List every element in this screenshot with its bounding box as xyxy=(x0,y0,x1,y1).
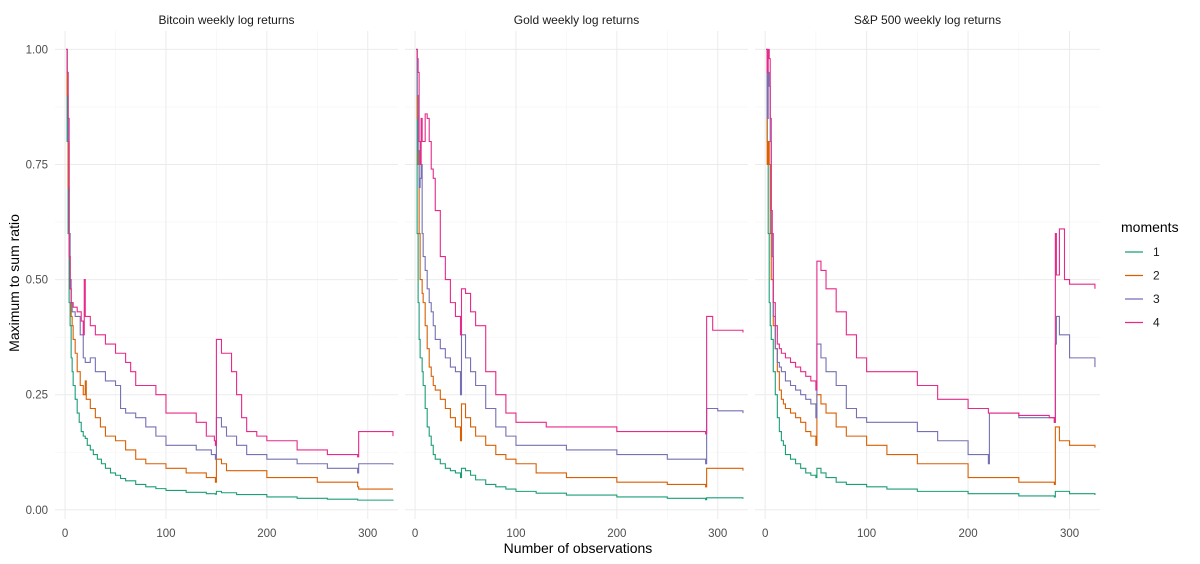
series-line-moment-4 xyxy=(766,48,1096,423)
x-tick-label: 200 xyxy=(257,528,276,540)
series-line-moment-3 xyxy=(766,48,1096,465)
series-line-moment-1 xyxy=(416,48,744,501)
panel-3: S&P 500 weekly log returns 0 100 200 300 xyxy=(755,13,1100,540)
x-tick-label: 300 xyxy=(708,528,727,540)
legend: moments 1 2 3 4 xyxy=(1121,219,1179,330)
x-tick-label: 300 xyxy=(1060,528,1079,540)
x-axis-title: Number of observations xyxy=(504,540,653,556)
series-line-moment-3 xyxy=(416,48,744,465)
x-tick-label: 0 xyxy=(62,528,68,540)
legend-label: 2 xyxy=(1153,269,1160,283)
legend-label: 4 xyxy=(1153,316,1160,330)
y-tick-label: 0.50 xyxy=(26,275,48,287)
x-tick-label: 200 xyxy=(958,528,977,540)
legend-label: 1 xyxy=(1153,245,1160,259)
y-tick-label: 0.75 xyxy=(26,160,48,172)
x-tick-label: 0 xyxy=(412,528,418,540)
legend-title: moments xyxy=(1121,219,1179,235)
series-line-moment-2 xyxy=(416,48,744,488)
panel-title: Gold weekly log returns xyxy=(514,13,639,27)
y-tick-label: 0.00 xyxy=(26,505,48,517)
legend-label: 3 xyxy=(1153,292,1160,306)
y-tick-label: 0.25 xyxy=(26,390,48,402)
y-axis-title: Maximum to sum ratio xyxy=(6,214,22,352)
series-line-moment-1 xyxy=(66,48,394,501)
series-line-moment-2 xyxy=(766,48,1096,486)
x-tick-label: 100 xyxy=(506,528,525,540)
x-tick-label: 0 xyxy=(762,528,768,540)
panel-1: Bitcoin weekly log returns 0 100 200 300 xyxy=(55,13,398,540)
y-tick-label: 1.00 xyxy=(26,44,48,56)
series-line-moment-4 xyxy=(416,48,744,435)
x-tick-label: 200 xyxy=(607,528,626,540)
series-line-moment-4 xyxy=(66,48,394,458)
x-tick-label: 100 xyxy=(857,528,876,540)
y-axis: 0.00 0.25 0.50 0.75 1.00 xyxy=(26,44,48,516)
panel-2: Gold weekly log returns 0 100 200 300 xyxy=(405,13,748,540)
panel-title: S&P 500 weekly log returns xyxy=(854,13,1001,27)
series-line-moment-3 xyxy=(66,48,394,474)
x-tick-label: 300 xyxy=(358,528,377,540)
series-line-moment-2 xyxy=(66,48,393,490)
series-line-moment-1 xyxy=(766,48,1096,498)
x-tick-label: 100 xyxy=(156,528,175,540)
panel-title: Bitcoin weekly log returns xyxy=(158,13,294,27)
